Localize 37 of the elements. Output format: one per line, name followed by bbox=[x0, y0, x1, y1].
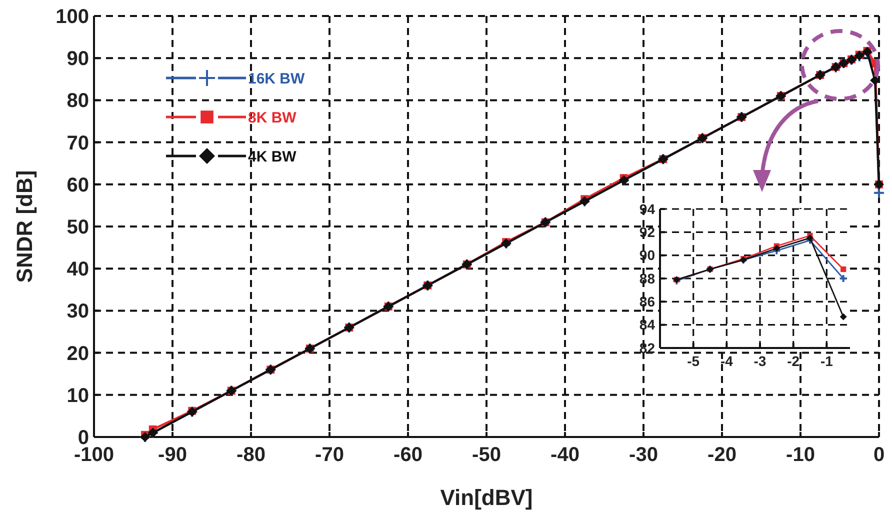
y-axis-title: SNDR [dB] bbox=[12, 170, 37, 283]
y-tick-label: 40 bbox=[66, 258, 89, 281]
x-tick-label: -80 bbox=[236, 444, 266, 466]
y-tick-label: 94 bbox=[639, 200, 656, 217]
y-tick-label: 10 bbox=[66, 384, 89, 407]
x-tick-label: -2 bbox=[787, 353, 800, 369]
legend-label: 8K BW bbox=[248, 109, 298, 126]
y-tick-label: 90 bbox=[66, 48, 89, 70]
x-tick-label: -5 bbox=[687, 353, 700, 369]
x-tick-label: -4 bbox=[720, 353, 734, 369]
x-tick-label: -70 bbox=[315, 444, 344, 466]
y-tick-label: 86 bbox=[639, 294, 656, 310]
y-tick-label: 90 bbox=[639, 247, 656, 264]
y-tick-label: 50 bbox=[66, 216, 89, 238]
legend-label: 4K BW bbox=[248, 148, 298, 166]
y-tick-label: 70 bbox=[66, 132, 89, 154]
x-tick-label: -1 bbox=[820, 353, 834, 369]
y-tick-label: 88 bbox=[639, 270, 656, 286]
x-tick-label: 0 bbox=[873, 444, 885, 466]
x-tick-label: -90 bbox=[158, 444, 187, 466]
y-tick-label: 20 bbox=[66, 342, 89, 365]
x-tick-label: -100 bbox=[74, 444, 114, 466]
y-tick-label: 100 bbox=[56, 6, 89, 28]
y-tick-label: 92 bbox=[639, 224, 656, 240]
x-tick-label: -30 bbox=[629, 444, 658, 466]
y-tick-label: 60 bbox=[66, 174, 89, 196]
y-tick-label: 30 bbox=[66, 300, 89, 323]
x-tick-label: -50 bbox=[472, 444, 501, 466]
x-tick-label: -3 bbox=[754, 353, 766, 369]
y-tick-label: 82 bbox=[639, 340, 656, 356]
x-axis-title: Vin[dBV] bbox=[440, 485, 533, 510]
y-tick-label: 80 bbox=[66, 90, 89, 112]
x-tick-label: -60 bbox=[394, 444, 422, 466]
x-tick-label: -10 bbox=[786, 444, 815, 466]
x-tick-label: -40 bbox=[550, 444, 580, 466]
x-tick-label: -20 bbox=[708, 444, 736, 466]
y-tick-label: 84 bbox=[639, 316, 656, 333]
